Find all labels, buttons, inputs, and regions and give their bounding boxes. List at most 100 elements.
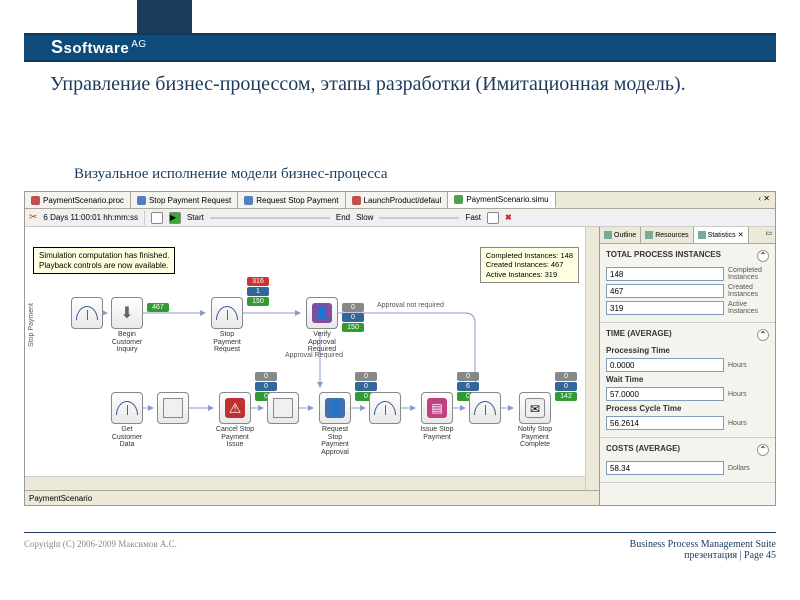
save-button[interactable] xyxy=(487,212,499,224)
node-icon: ▤ xyxy=(421,392,453,424)
stat-name: Process Cycle Time xyxy=(606,404,769,413)
tab-label: Resources xyxy=(655,232,688,239)
process-node-arc4[interactable] xyxy=(465,392,505,424)
editor-tab-bar: PaymentScenario.proc Stop Payment Request… xyxy=(25,192,775,209)
rewind-button[interactable] xyxy=(151,212,163,224)
stat-value-input[interactable] xyxy=(606,461,724,475)
process-node-begin[interactable]: 467⬇Begin Customer Inquiry xyxy=(107,297,147,354)
stat-value-input[interactable] xyxy=(606,358,724,372)
tooltip-line2: Playback controls are now available. xyxy=(39,261,169,271)
node-icon xyxy=(469,392,501,424)
tab-icon xyxy=(698,231,706,239)
vertical-scrollbar[interactable] xyxy=(585,227,599,490)
stat-unit: Hours xyxy=(728,362,747,369)
tab-label: Statistics xyxy=(708,232,736,239)
gauge-icon xyxy=(116,401,138,415)
horizontal-scrollbar[interactable] xyxy=(25,476,585,490)
tab-prev-icon[interactable]: ‹ xyxy=(758,194,761,203)
editor-tab[interactable]: LaunchProduct/defaul xyxy=(346,192,449,208)
process-node-verify[interactable]: 00150👤Verify Approval Required xyxy=(302,297,342,354)
speed-track[interactable] xyxy=(379,217,459,219)
stat-value-input[interactable] xyxy=(606,301,724,315)
file-icon xyxy=(137,196,146,205)
footer-page: презентация | Page 45 xyxy=(630,550,776,561)
logo-s: S xyxy=(51,37,64,57)
warning-icon: ⚠ xyxy=(225,398,245,418)
process-node-arc3[interactable] xyxy=(365,392,405,424)
canvas-bottom-tab[interactable]: PaymentScenario xyxy=(25,490,599,505)
process-node-stopReq[interactable]: 3161150Stop Payment Request xyxy=(207,297,247,354)
instance-summary: Completed Instances: 148 Created Instanc… xyxy=(480,247,579,283)
stat-unit: Hours xyxy=(728,420,747,427)
process-node-issue[interactable]: 060▤Issue Stop Payment xyxy=(417,392,457,441)
node-counts: 3161150 xyxy=(247,277,269,306)
node-icon xyxy=(157,392,189,424)
stat-name: Wait Time xyxy=(606,375,769,384)
person-icon: 👤 xyxy=(325,398,345,418)
process-node-box1[interactable] xyxy=(153,392,193,424)
stat-row: Created Instances xyxy=(606,284,769,298)
editor-tab[interactable]: PaymentScenario.proc xyxy=(25,192,131,208)
stat-row: Dollars xyxy=(606,461,769,475)
fast-label: Fast xyxy=(465,213,481,222)
collapse-button[interactable]: ⌃ xyxy=(757,250,769,262)
app-screenshot: PaymentScenario.proc Stop Payment Request… xyxy=(24,191,776,506)
stat-value-input[interactable] xyxy=(606,416,724,430)
process-node-box2[interactable] xyxy=(263,392,303,424)
gateway-icon xyxy=(163,398,183,418)
stats-tab[interactable]: Statistics ✕ xyxy=(694,227,749,243)
play-button[interactable]: ▶ xyxy=(169,212,181,224)
file-icon xyxy=(244,196,253,205)
database-icon: ▤ xyxy=(427,398,447,418)
stats-tab[interactable]: Resources xyxy=(641,227,693,243)
node-counts: 00142 xyxy=(555,372,577,401)
editor-tab[interactable]: PaymentScenario.simu xyxy=(448,192,555,208)
process-node-start[interactable] xyxy=(67,297,107,329)
stat-label: Active Instances xyxy=(728,301,769,315)
start-label: Start xyxy=(187,213,204,222)
close-button[interactable]: ✖ xyxy=(505,213,512,222)
count-badge: 142 xyxy=(555,392,577,401)
stat-value-input[interactable] xyxy=(606,387,724,401)
content-split: Simulation computation has finished. Pla… xyxy=(25,227,775,505)
time-display: 6 Days 11:00:01 hh:mm:ss xyxy=(43,213,138,222)
lane-label: Stop Payment xyxy=(28,303,35,347)
collapse-button[interactable]: ⌃ xyxy=(757,444,769,456)
logo-suffix: AG xyxy=(131,39,146,50)
completed-label: Completed Instances: xyxy=(486,251,559,260)
process-canvas[interactable]: Simulation computation has finished. Pla… xyxy=(25,227,600,505)
panel-costs: COSTS (AVERAGE) ⌃ Dollars xyxy=(600,438,775,483)
count-badge: 0 xyxy=(342,313,364,322)
down-arrow-icon: ⬇ xyxy=(120,303,133,323)
process-node-getCust[interactable]: Get Customer Data xyxy=(107,392,147,449)
stat-row: Hours xyxy=(606,416,769,430)
stat-value-input[interactable] xyxy=(606,284,724,298)
slow-label: Slow xyxy=(356,213,373,222)
tab-close-icon[interactable]: ✕ xyxy=(763,194,770,203)
gateway-icon xyxy=(273,398,293,418)
slide-subtitle: Визуальное исполнение модели бизнес-проц… xyxy=(74,166,387,183)
editor-tab[interactable]: Request Stop Payment xyxy=(238,192,345,208)
process-node-cancel[interactable]: 000⚠Cancel Stop Payment Issue xyxy=(215,392,255,449)
tab-label: Request Stop Payment xyxy=(256,196,338,205)
process-node-notify[interactable]: 00142✉Notify Stop Payment Complete xyxy=(515,392,555,449)
stat-value-input[interactable] xyxy=(606,267,724,281)
progress-track[interactable] xyxy=(210,217,330,219)
stats-tab[interactable]: Outline xyxy=(600,227,641,243)
count-badge: 0 xyxy=(457,372,479,381)
toolbar-scissors-icon[interactable]: ✂ xyxy=(29,212,37,223)
edge-label-approval-req: Approval Required xyxy=(285,352,343,359)
maximize-icon[interactable]: ▭ xyxy=(765,230,772,237)
count-badge: 6 xyxy=(457,382,479,391)
node-label: Cancel Stop Payment Issue xyxy=(215,426,255,449)
file-icon xyxy=(31,196,40,205)
stat-unit: Hours xyxy=(728,391,747,398)
node-label: Get Customer Data xyxy=(107,426,147,449)
close-icon[interactable]: ✕ xyxy=(738,231,744,239)
editor-tab[interactable]: Stop Payment Request xyxy=(131,192,238,208)
simulation-toolbar: ✂ 6 Days 11:00:01 hh:mm:ss ▶ Start End S… xyxy=(25,209,775,227)
tab-label: Stop Payment Request xyxy=(149,196,231,205)
process-node-reqApprove[interactable]: 000👤Request Stop Payment Approval xyxy=(315,392,355,457)
collapse-button[interactable]: ⌃ xyxy=(757,329,769,341)
stat-row: Hours xyxy=(606,358,769,372)
